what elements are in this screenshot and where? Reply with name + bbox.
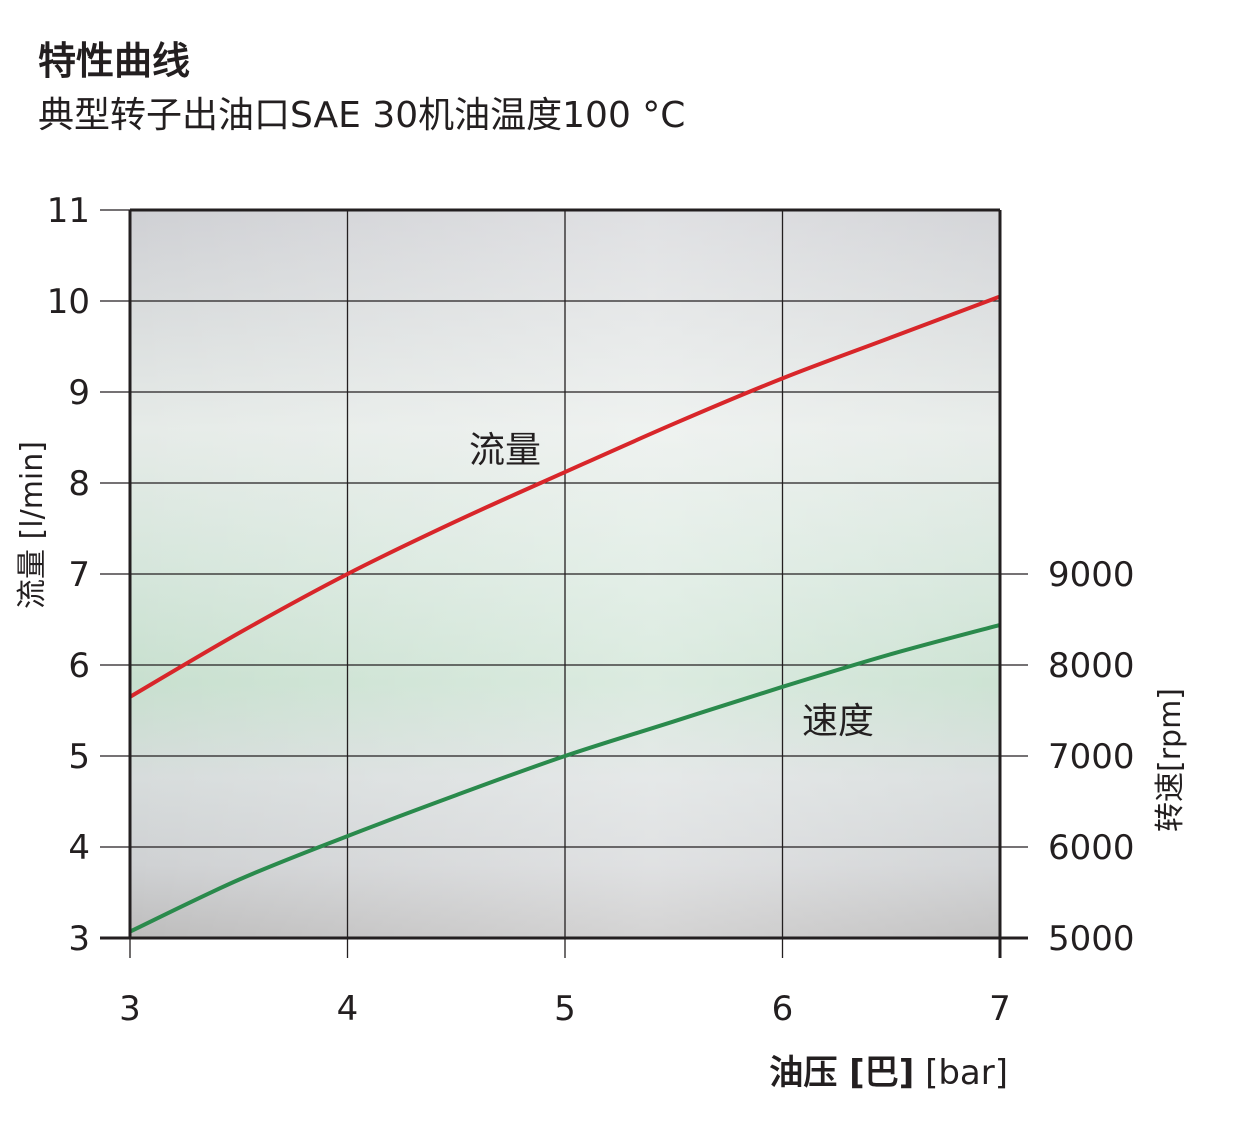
page-subtitle: 典型转子出油口SAE 30机油温度100 °C (38, 95, 686, 136)
x-axis-title: 油压 [巴] [bar] (769, 1053, 1008, 1093)
y-left-tick-label: 4 (68, 828, 90, 868)
x-tick-label: 3 (119, 989, 141, 1029)
y-right-tick-label: 6000 (1048, 828, 1135, 868)
y-left-tick-label: 7 (68, 555, 90, 595)
speed-curve (129, 623, 1001, 934)
flow-curve-label: 流量 (469, 430, 541, 471)
x-tick-label: 7 (989, 989, 1011, 1029)
y-left-axis-title: 流量 [l/min] (15, 441, 50, 609)
flow-curve (128, 294, 1001, 699)
x-tick-label: 4 (337, 989, 359, 1029)
y-left-tick-label: 6 (68, 646, 90, 686)
page-title: 特性曲线 (38, 39, 191, 83)
y-right-tick-label: 9000 (1048, 555, 1135, 595)
speed-curve-label: 速度 (802, 701, 874, 742)
x-axis-title-unit: [bar] (914, 1053, 1008, 1093)
x-tick-label: 6 (772, 989, 794, 1029)
y-left-tick-label: 8 (68, 464, 90, 504)
x-tick-label: 5 (554, 989, 576, 1029)
y-left-tick-label: 10 (47, 282, 90, 322)
y-right-tick-label: 8000 (1048, 646, 1135, 686)
y-right-axis-title: 转速[rpm] (1153, 688, 1188, 832)
y-left-tick-label: 9 (68, 373, 90, 413)
y-right-tick-label: 7000 (1048, 737, 1135, 777)
y-left-tick-label: 5 (68, 737, 90, 777)
y-left-tick-label: 11 (47, 191, 90, 231)
y-right-tick-label: 5000 (1048, 919, 1135, 959)
y-left-tick-label: 3 (68, 919, 90, 959)
x-axis-title-bold: 油压 [巴] (769, 1053, 914, 1093)
